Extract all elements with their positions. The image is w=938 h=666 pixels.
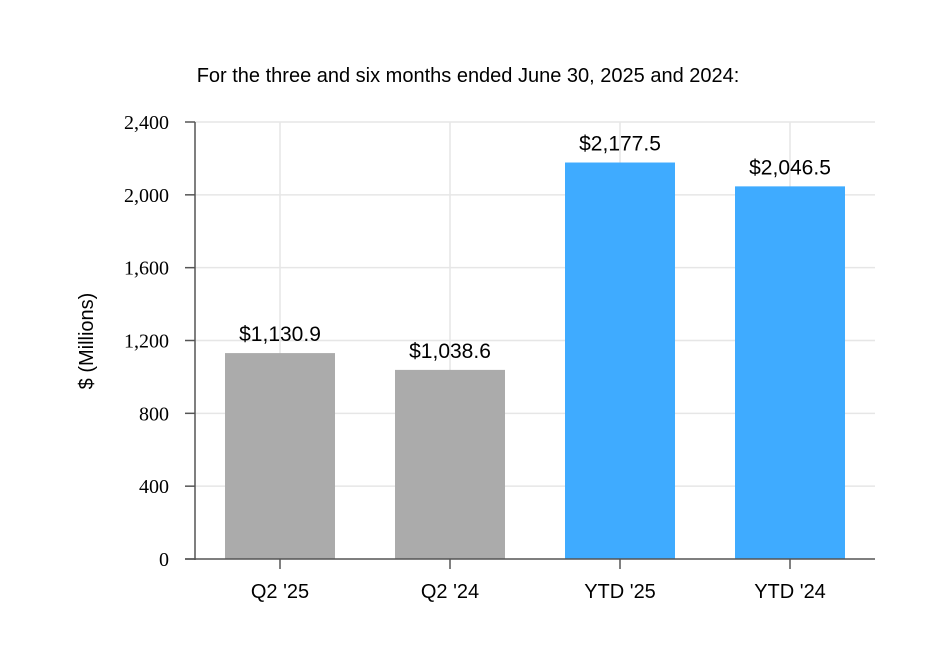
bar [395,369,505,559]
bar [565,162,675,559]
tick-labels: 0 400 800 1,200 1,600 2,000 2,400 $1,130.9 Q2 '2… [124,112,831,603]
bar [735,186,845,559]
y-tick-label: 1,200 [124,331,169,353]
bar [225,353,335,559]
y-tick-label: 0 [159,549,169,571]
data-label: $2,046.5 [749,156,831,179]
data-label: $1,130.9 [239,323,321,346]
y-tick-label: 400 [139,476,169,498]
data-label: $1,038.6 [409,340,491,363]
x-tick-label: YTD '24 [754,581,826,603]
bars [225,162,845,559]
x-tick-label: Q2 '24 [421,581,479,603]
chart-title: For the three and six months ended June … [197,65,740,87]
x-tick-label: YTD '25 [584,581,656,603]
y-tick-label: 1,600 [124,258,169,280]
y-tick-label: 2,400 [124,112,169,134]
data-label: $2,177.5 [579,133,661,156]
axes [185,121,875,569]
y-tick-label: 2,000 [124,185,169,207]
y-axis-label: $ (Millions) [76,293,98,390]
y-tick-label: 800 [139,403,169,425]
x-tick-label: Q2 '25 [251,581,309,603]
